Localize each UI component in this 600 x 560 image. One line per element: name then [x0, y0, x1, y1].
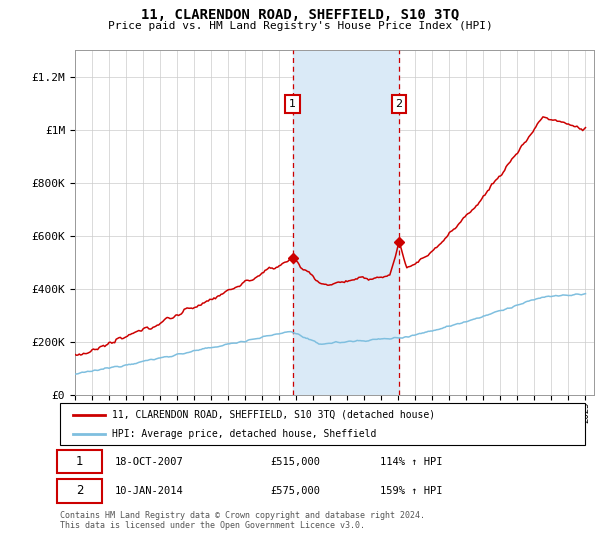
FancyBboxPatch shape [58, 479, 102, 503]
FancyBboxPatch shape [60, 403, 585, 445]
Text: 114% ↑ HPI: 114% ↑ HPI [380, 456, 443, 466]
Bar [293, 50, 399, 395]
FancyBboxPatch shape [58, 450, 102, 473]
Text: 159% ↑ HPI: 159% ↑ HPI [380, 486, 443, 496]
Text: HPI: Average price, detached house, Sheffield: HPI: Average price, detached house, Shef… [113, 429, 377, 439]
Text: 1: 1 [289, 99, 296, 109]
Text: 1: 1 [76, 455, 83, 468]
Text: Contains HM Land Registry data © Crown copyright and database right 2024.
This d: Contains HM Land Registry data © Crown c… [60, 511, 425, 530]
Text: 11, CLARENDON ROAD, SHEFFIELD, S10 3TQ (detached house): 11, CLARENDON ROAD, SHEFFIELD, S10 3TQ (… [113, 409, 436, 419]
Text: 2: 2 [395, 99, 403, 109]
Text: 10-JAN-2014: 10-JAN-2014 [115, 486, 184, 496]
Text: £575,000: £575,000 [270, 486, 320, 496]
Text: 18-OCT-2007: 18-OCT-2007 [115, 456, 184, 466]
Text: 2: 2 [76, 484, 83, 497]
Text: 11, CLARENDON ROAD, SHEFFIELD, S10 3TQ: 11, CLARENDON ROAD, SHEFFIELD, S10 3TQ [141, 8, 459, 22]
Text: £515,000: £515,000 [270, 456, 320, 466]
Text: Price paid vs. HM Land Registry's House Price Index (HPI): Price paid vs. HM Land Registry's House … [107, 21, 493, 31]
